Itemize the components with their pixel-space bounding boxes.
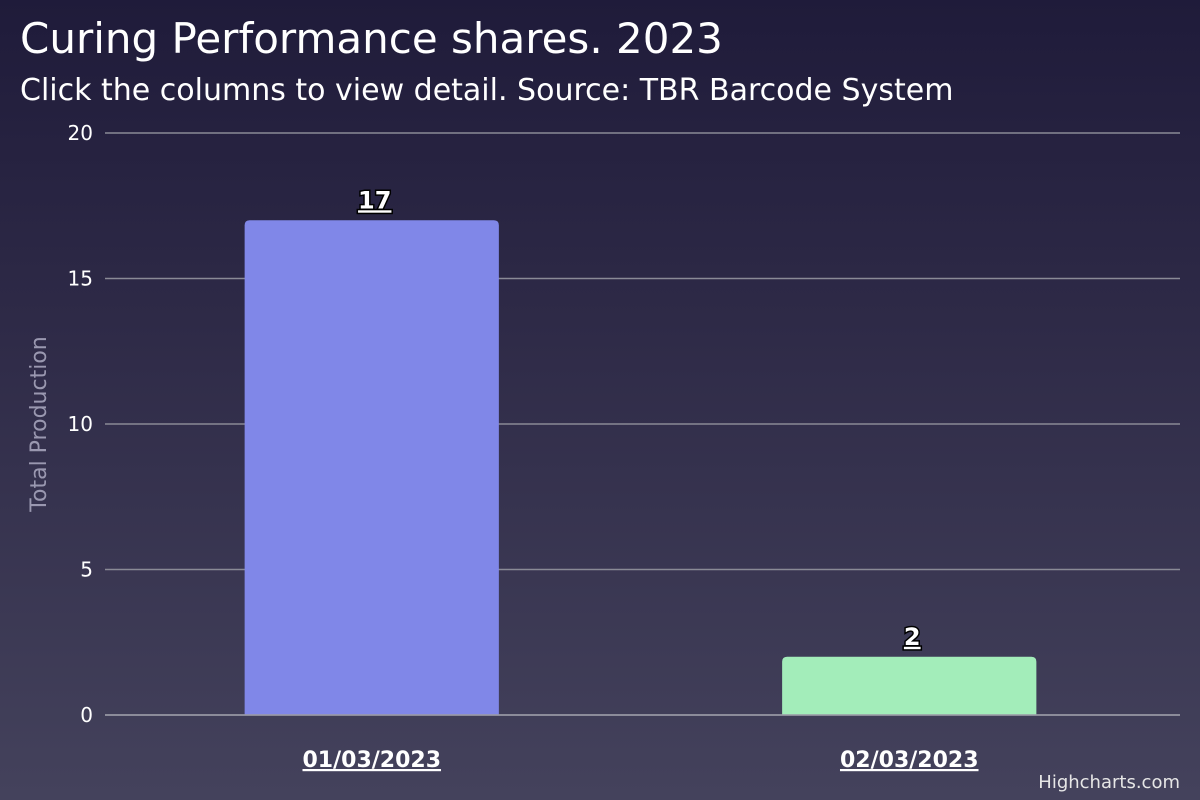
x-tick-label[interactable]: 01/03/2023 <box>302 748 441 773</box>
chart-subtitle: Click the columns to view detail. Source… <box>20 73 954 108</box>
y-tick-label: 15 <box>68 267 93 291</box>
bar-01-03-2023[interactable] <box>244 220 499 716</box>
y-tick-label: 5 <box>80 558 93 582</box>
data-label: 2 <box>904 623 921 651</box>
bar-02-03-2023[interactable] <box>782 656 1037 715</box>
y-tick-label: 20 <box>68 121 93 145</box>
y-axis-title: Total Production <box>27 336 52 512</box>
y-tick-label: 10 <box>68 412 93 436</box>
data-label: 17 <box>358 186 391 214</box>
y-tick-label: 0 <box>80 703 93 727</box>
chart-title: Curing Performance shares. 2023 <box>20 14 723 63</box>
credits-link[interactable]: Highcharts.com <box>1038 772 1180 793</box>
x-tick-label[interactable]: 02/03/2023 <box>840 748 979 773</box>
